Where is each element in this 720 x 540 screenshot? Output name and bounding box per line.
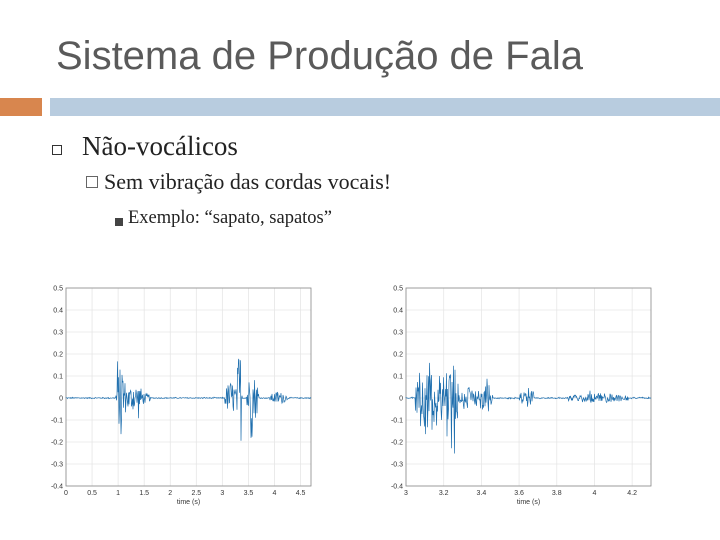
x-tick-label: 1 xyxy=(116,490,120,497)
filled-square-bullet-icon xyxy=(115,218,123,226)
y-tick-label: -0.1 xyxy=(391,418,403,425)
y-tick-label: 0.4 xyxy=(393,308,403,315)
y-tick-label: 0 xyxy=(399,396,403,403)
x-tick-label: 2.5 xyxy=(191,490,201,497)
waveform-series xyxy=(405,362,652,454)
bullet-level3: Exemplo: “sapato, sapatos” xyxy=(128,208,332,228)
waveform-chart-sapato: 0 0.5 1 1.5 2 2.5 3 3.5 4 4.5 0.5 0.4 0.3 0.2 0.1 0 -0.1… xyxy=(51,286,312,506)
x-tick-label: 3.6 xyxy=(514,490,524,497)
x-tick-label: 3.8 xyxy=(552,490,562,497)
y-tick-label: 0.2 xyxy=(53,352,63,359)
x-axis-label: time (s) xyxy=(177,499,200,506)
y-tick-label: -0.2 xyxy=(51,440,63,447)
y-tick-label: -0.4 xyxy=(391,484,403,491)
bullet-level2: Sem vibração das cordas vocais! xyxy=(104,169,392,194)
y-tick-label: -0.3 xyxy=(51,462,63,469)
slide-title: Sistema de Produção de Fala xyxy=(56,34,583,78)
square-bullet-icon xyxy=(86,176,98,188)
x-tick-label: 0 xyxy=(64,490,68,497)
y-tick-label: 0.2 xyxy=(393,352,403,359)
y-tick-label: 0.3 xyxy=(53,330,63,337)
y-tick-label: -0.4 xyxy=(51,484,63,491)
x-tick-label: 3 xyxy=(404,490,408,497)
accent-bar-orange xyxy=(0,98,42,116)
x-tick-label: 3.2 xyxy=(439,490,449,497)
y-tick-label: 0.3 xyxy=(393,330,403,337)
y-tick-label: -0.1 xyxy=(51,418,63,425)
x-axis-label: time (s) xyxy=(517,499,540,506)
x-tick-label: 3 xyxy=(220,490,224,497)
plot-frame xyxy=(65,287,312,487)
y-tick-label: 0.5 xyxy=(393,286,403,293)
y-tick-label: 0.1 xyxy=(393,374,403,381)
y-tick-label: 0.1 xyxy=(53,374,63,381)
x-tick-label: 1.5 xyxy=(139,490,149,497)
square-bullet-icon xyxy=(52,145,62,155)
y-tick-label: 0.5 xyxy=(53,286,63,293)
x-tick-label: 2 xyxy=(168,490,172,497)
x-tick-label: 4.5 xyxy=(296,490,306,497)
waveform-series xyxy=(65,358,312,441)
x-tick-label: 3.5 xyxy=(244,490,254,497)
y-tick-label: 0.4 xyxy=(53,308,63,315)
accent-bar-blue xyxy=(50,98,720,116)
x-tick-label: 3.4 xyxy=(477,490,487,497)
bullet-level1: Não-vocálicos xyxy=(82,131,238,161)
x-tick-label: 4 xyxy=(593,490,597,497)
waveform-chart-sapatos: 3 3.2 3.4 3.6 3.8 4 4.2 0.5 0.4 0.3 0.2 0.1 0 -0.1 -0.… xyxy=(391,286,652,506)
x-tick-label: 0.5 xyxy=(87,490,97,497)
y-tick-label: 0 xyxy=(59,396,63,403)
y-tick-label: -0.2 xyxy=(391,440,403,447)
x-tick-label: 4.2 xyxy=(627,490,637,497)
x-tick-label: 4 xyxy=(273,490,277,497)
y-tick-label: -0.3 xyxy=(391,462,403,469)
plot-frame xyxy=(405,287,652,487)
